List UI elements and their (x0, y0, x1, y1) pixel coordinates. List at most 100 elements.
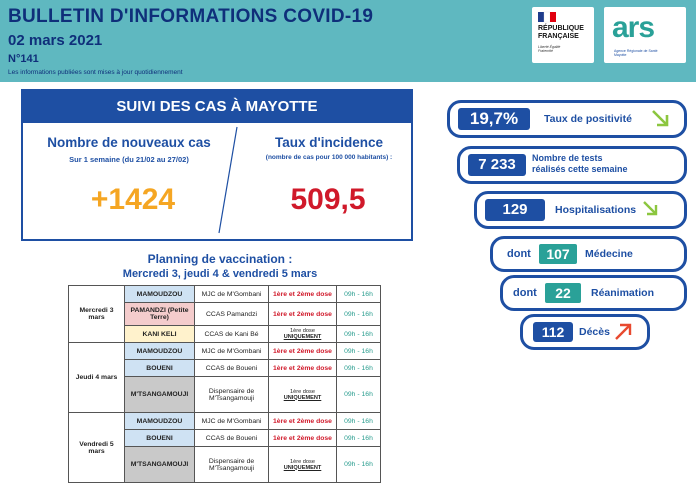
trend-up-arrow-icon (615, 323, 632, 340)
hours-cell: 09h - 16h (336, 429, 381, 447)
hours-cell: 09h - 16h (336, 412, 381, 430)
dose-cell: 1ère et 2ème dose (268, 412, 337, 430)
hours-cell: 09h - 16h (336, 325, 381, 343)
site-cell: CCAS de Boueni (194, 429, 269, 447)
hours-cell: 09h - 16h (336, 285, 381, 303)
site-cell: CCAS Pamandzi (194, 302, 269, 326)
reanimation-value: 22 (545, 283, 581, 303)
panel-divider (218, 126, 238, 234)
hospitalisations-value: 129 (485, 199, 545, 221)
marianne-flag-icon (538, 11, 556, 23)
table-row: M'TSANGAMOUJI Dispensaire de M'Tsangamouj… (69, 376, 381, 413)
new-cases-label: Nombre de nouveaux cas (47, 135, 211, 150)
hours-cell: 09h - 16h (336, 359, 381, 377)
tests-label-line-1: Nombre de tests (532, 153, 603, 163)
medecine-value: 107 (539, 244, 577, 264)
deces-value: 112 (533, 322, 573, 342)
suivi-cas-panel: SUIVI DES CAS À MAYOTTE Nombre de nouvea… (21, 89, 413, 241)
dose-cell: 1ère et 2ème dose (268, 429, 337, 447)
planning-subtitle: Mercredi 3, jeudi 4 & vendredi 5 mars (122, 268, 318, 280)
tests-card: 7 233 Nombre de tests réalisés cette sem… (457, 146, 687, 184)
table-row: Vendredi 5 mars MAMOUDZOU MJC de M'Gombani… (68, 412, 381, 483)
location-cell: KANI KELI (124, 325, 195, 343)
dose-only-label: UNIQUEMENT (283, 464, 322, 471)
site-cell: CCAS de Kani Bé (194, 325, 269, 343)
site-cell: Dispensaire de M'Tsangamouji (194, 446, 269, 483)
dose-prefix: 1ère dose (290, 458, 315, 465)
dose-prefix: 1ère dose (290, 388, 315, 395)
tests-label-line-2: réalisés cette semaine (532, 164, 628, 174)
table-row: KANI KELI CCAS de Kani Bé 1ère dose UNIQUE… (69, 325, 381, 343)
incidence-value: 509,5 (290, 183, 366, 216)
hours-cell: 09h - 16h (336, 376, 381, 413)
dose-cell: 1ère et 2ème dose (268, 359, 337, 377)
table-row: Mercredi 3 mars MAMOUDZOU MJC de M'Gombani… (68, 285, 381, 343)
incidence-sub: (nombre de cas pour 100 000 habitants) : (265, 154, 393, 161)
day-cell: Jeudi 4 mars (68, 342, 125, 413)
bulletin-date: 02 mars 2021 (8, 32, 103, 49)
dose-only-label: UNIQUEMENT (283, 394, 322, 401)
suivi-cas-title: SUIVI DES CAS À MAYOTTE (23, 91, 411, 123)
reanimation-card: dont 22 Réanimation (500, 275, 687, 311)
tests-label: Nombre de tests réalisés cette semaine (532, 153, 628, 175)
incidence-label: Taux d'incidence (275, 135, 383, 150)
positivity-label: Taux de positivité (544, 113, 632, 125)
dose-cell: 1ère dose UNIQUEMENT (268, 325, 337, 343)
trend-down-arrow-icon (643, 201, 658, 216)
medecine-card: dont 107 Médecine (490, 236, 687, 272)
day-cell: Vendredi 5 mars (68, 412, 125, 483)
dose-cell: 1ère et 2ème dose (268, 342, 337, 360)
new-cases-value: +1424 (90, 183, 176, 216)
medecine-prefix: dont (507, 248, 531, 260)
new-cases-period: Sur 1 semaine (du 21/02 au 27/02) (69, 155, 189, 164)
republique-francaise-logo: RÉPUBLIQUE FRANÇAISE Liberté Égalité Fra… (532, 7, 594, 63)
location-cell: BOUENI (124, 359, 195, 377)
day-cell: Mercredi 3 mars (68, 285, 125, 343)
location-cell: M'TSANGAMOUJI (124, 446, 195, 483)
table-row: Jeudi 4 mars MAMOUDZOU MJC de M'Gombani 1èr… (68, 342, 381, 413)
logo-rf-line-1: RÉPUBLIQUE (538, 25, 584, 32)
table-row: M'TSANGAMOUJI Dispensaire de M'Tsangamouj… (69, 446, 381, 483)
site-cell: MJC de M'Gombani (194, 412, 269, 430)
header-banner: BULLETIN D'INFORMATIONS COVID-19 02 mars… (0, 0, 696, 82)
planning-title: Planning de vaccination : (147, 252, 293, 266)
ars-logo-text: ars (612, 11, 655, 44)
hours-cell: 09h - 16h (336, 342, 381, 360)
hospitalisations-label: Hospitalisations (555, 204, 637, 216)
hours-cell: 09h - 16h (336, 302, 381, 326)
location-cell: M'TSANGAMOUJI (124, 376, 195, 413)
location-cell: BOUENI (124, 429, 195, 447)
deces-label: Décès (579, 326, 610, 338)
table-row: BOUENI CCAS de Boueni 1ère et 2ème dose 09h… (69, 359, 381, 377)
location-cell: MAMOUDZOU (124, 285, 195, 303)
bulletin-number: N°141 (8, 53, 39, 65)
site-cell: MJC de M'Gombani (194, 342, 269, 360)
deces-card: 112 Décès (520, 314, 650, 350)
bulletin-title: BULLETIN D'INFORMATIONS COVID-19 (8, 6, 374, 27)
location-cell: MAMOUDZOU (124, 412, 195, 430)
dose-only-label: UNIQUEMENT (283, 334, 322, 340)
dose-prefix: 1ère dose (290, 328, 315, 334)
site-cell: CCAS de Boueni (194, 359, 269, 377)
vaccination-table: Mercredi 3 mars MAMOUDZOU MJC de M'Gombani… (68, 285, 381, 483)
location-cell: PAMANDZI (Petite Terre) (124, 302, 195, 326)
logo-rf-motto: Liberté Égalité Fraternité (538, 45, 561, 53)
site-cell: MJC de M'Gombani (194, 285, 269, 303)
location-cell: MAMOUDZOU (124, 342, 195, 360)
reanimation-prefix: dont (513, 287, 537, 299)
reanimation-label: Réanimation (591, 287, 655, 299)
dose-cell: 1ère dose UNIQUEMENT (268, 446, 337, 483)
ars-logo: ars Agence Régionale de Santé Mayotte (604, 7, 686, 63)
ars-logo-sub: Agence Régionale de Santé Mayotte (614, 49, 658, 57)
positivity-value: 19,7% (458, 108, 530, 130)
table-row: BOUENI CCAS de Boueni 1ère et 2ème dose 09h… (69, 429, 381, 447)
hours-cell: 09h - 16h (336, 446, 381, 483)
hospitalisations-card: 129 Hospitalisations (474, 191, 687, 229)
positivity-card: 19,7% Taux de positivité (447, 100, 687, 138)
medecine-label: Médecine (585, 248, 633, 260)
bulletin-note: Les informations publiées sont mises à j… (8, 69, 183, 76)
dose-cell: 1ère et 2ème dose (268, 285, 337, 303)
site-cell: Dispensaire de M'Tsangamouji (194, 376, 269, 413)
logo-rf-line-2: FRANÇAISE (538, 33, 579, 40)
dose-cell: 1ère dose UNIQUEMENT (268, 376, 337, 413)
